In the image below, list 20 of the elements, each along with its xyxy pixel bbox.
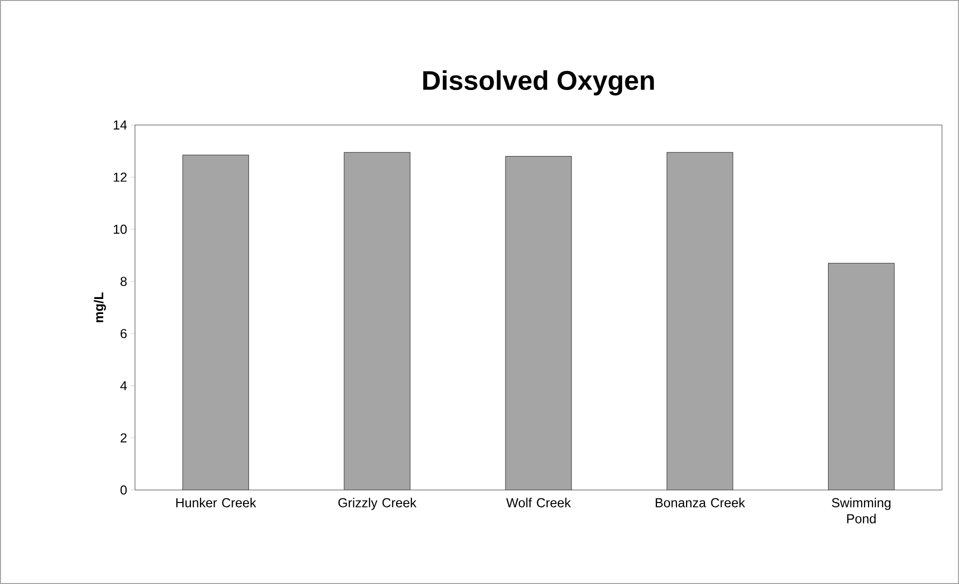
bar	[505, 156, 572, 490]
y-tick-label: 8	[120, 276, 127, 286]
x-tick-label: Grizzly Creek	[338, 498, 416, 510]
y-axis-title: mg/L	[94, 292, 106, 322]
x-tick-label: Swimming Pond	[832, 498, 890, 524]
x-tick-label: Wolf Creek	[506, 498, 571, 508]
y-tick-label: 14	[114, 120, 127, 130]
x-tick-label: Hunker Creek	[176, 498, 256, 508]
chart-title: Dissolved Oxygen	[423, 70, 654, 96]
y-tick-label: 0	[120, 485, 127, 495]
bar	[182, 154, 249, 490]
y-tick-label: 2	[120, 433, 127, 442]
y-tick-label: 10	[114, 224, 127, 234]
x-tick-label: Bonanza Creek	[656, 498, 746, 508]
y-tick-label: 4	[120, 381, 127, 390]
y-tick-label: 12	[114, 172, 127, 182]
y-tick-label: 6	[120, 328, 127, 338]
bar	[666, 152, 734, 490]
bar	[344, 152, 410, 490]
bar	[828, 262, 895, 490]
